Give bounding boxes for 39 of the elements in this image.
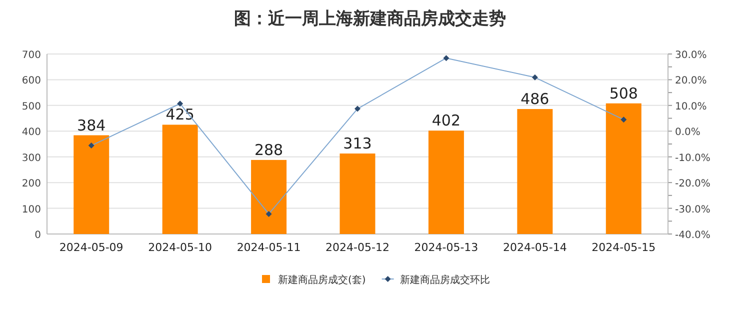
data-label: 288: [254, 140, 284, 159]
y2-tick-label: 10.0%: [675, 101, 707, 112]
x-tick-label: 2024-05-15: [592, 241, 656, 254]
x-tick-label: 2024-05-12: [326, 241, 390, 254]
y-tick-label: 500: [22, 101, 41, 112]
y-tick-label: 400: [22, 127, 41, 138]
data-label: 313: [343, 134, 372, 153]
y-tick-label: 300: [22, 152, 41, 164]
x-tick-label: 2024-05-10: [148, 241, 212, 254]
y2-tick-label: -20.0%: [675, 178, 710, 190]
x-tick-label: 2024-05-11: [236, 241, 301, 254]
y2-tick-label: -30.0%: [675, 204, 710, 216]
data-label: 402: [432, 112, 461, 130]
y2-tick-label: 30.0%: [675, 50, 707, 61]
y-tick-label: 0: [34, 230, 41, 241]
x-tick-label: 2024-05-13: [414, 241, 478, 254]
y2-tick-label: -40.0%: [675, 230, 710, 241]
bar: [606, 103, 642, 234]
y2-tick-label: 20.0%: [675, 76, 707, 87]
legend-label: 新建商品房成交环比: [400, 274, 490, 286]
data-label: 508: [609, 84, 638, 102]
bar: [251, 160, 287, 234]
y-tick-label: 100: [22, 204, 41, 216]
bar: [517, 109, 553, 234]
data-label: 384: [77, 116, 106, 134]
y2-tick-label: -10.0%: [675, 152, 710, 164]
chart-title: 图：近一周上海新建商品房成交走势: [234, 9, 506, 29]
x-tick-label: 2024-05-09: [59, 241, 124, 254]
y-tick-label: 600: [22, 76, 41, 87]
y-tick-label: 200: [22, 178, 41, 190]
legend-label: 新建商品房成交(套): [278, 274, 366, 286]
x-tick-label: 2024-05-14: [502, 241, 567, 254]
data-label: 486: [520, 90, 550, 108]
y2-tick-label: 0.0%: [675, 127, 700, 138]
bar: [428, 130, 464, 234]
bar: [74, 135, 110, 234]
bar: [162, 124, 198, 234]
bar: [340, 154, 376, 234]
y-tick-label: 700: [22, 50, 41, 61]
